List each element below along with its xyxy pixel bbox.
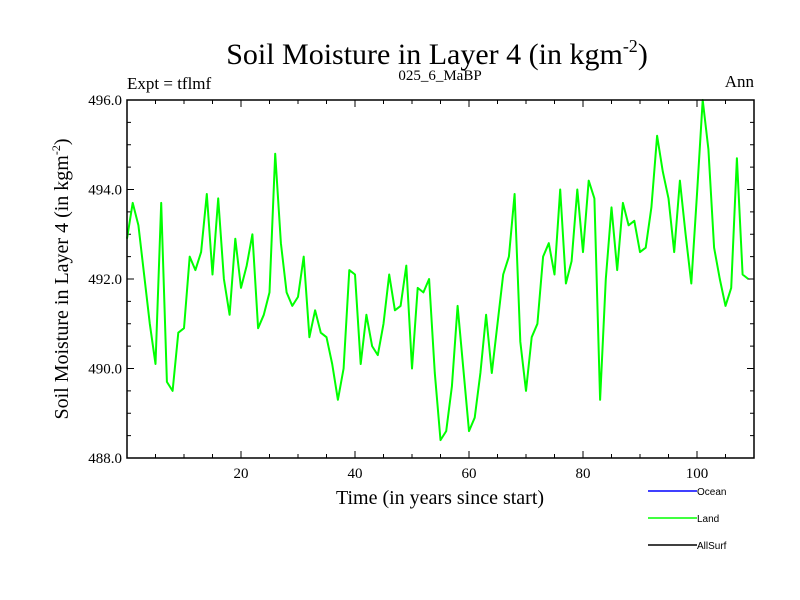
legend-label-land: Land (697, 514, 719, 525)
y-tick-label: 496.0 (88, 93, 122, 109)
x-tick-label: 100 (686, 466, 709, 482)
y-tick-label: 490.0 (88, 362, 122, 378)
chart-title: Soil Moisture in Layer 4 (in kgm-2) (226, 36, 648, 71)
y-tick-label: 494.0 (88, 183, 122, 199)
season-label: Ann (725, 72, 755, 91)
period-label: 025_6_MaBP (398, 68, 481, 84)
series-layer (126, 99, 749, 442)
legend-label-allsurf: AllSurf (697, 541, 727, 552)
y-axis-label: Soil Moisture in Layer 4 (in kgm-2) (49, 138, 73, 419)
x-tick-label: 20 (234, 466, 249, 482)
y-axis-label-main: Soil Moisture in Layer 4 (in kgm (51, 155, 73, 420)
chart-title-main: Soil Moisture in Layer 4 (in kgm (226, 38, 623, 71)
x-tick-label: 40 (348, 466, 363, 482)
legend: Ocean Land AllSurf (648, 487, 727, 552)
legend-label-ocean: Ocean (697, 487, 726, 498)
series-line-land (126, 99, 749, 442)
y-axis-label-close: ) (51, 138, 73, 145)
chart-title-close: ) (638, 38, 648, 71)
y-tick-label: 492.0 (88, 272, 122, 288)
expt-label: Expt = tflmf (127, 74, 212, 93)
chart-title-sup: -2 (623, 36, 638, 56)
x-tick-label: 60 (462, 466, 477, 482)
x-tick-label: 80 (576, 466, 591, 482)
x-axis-label: Time (in years since start) (336, 487, 544, 509)
tick-labels: 488.0 490.0 492.0 494.0 496.0 20 40 60 80 100 (88, 93, 708, 482)
plot-frame (126, 99, 755, 459)
y-axis-label-sup: -2 (49, 145, 63, 155)
y-tick-label: 488.0 (88, 451, 122, 467)
